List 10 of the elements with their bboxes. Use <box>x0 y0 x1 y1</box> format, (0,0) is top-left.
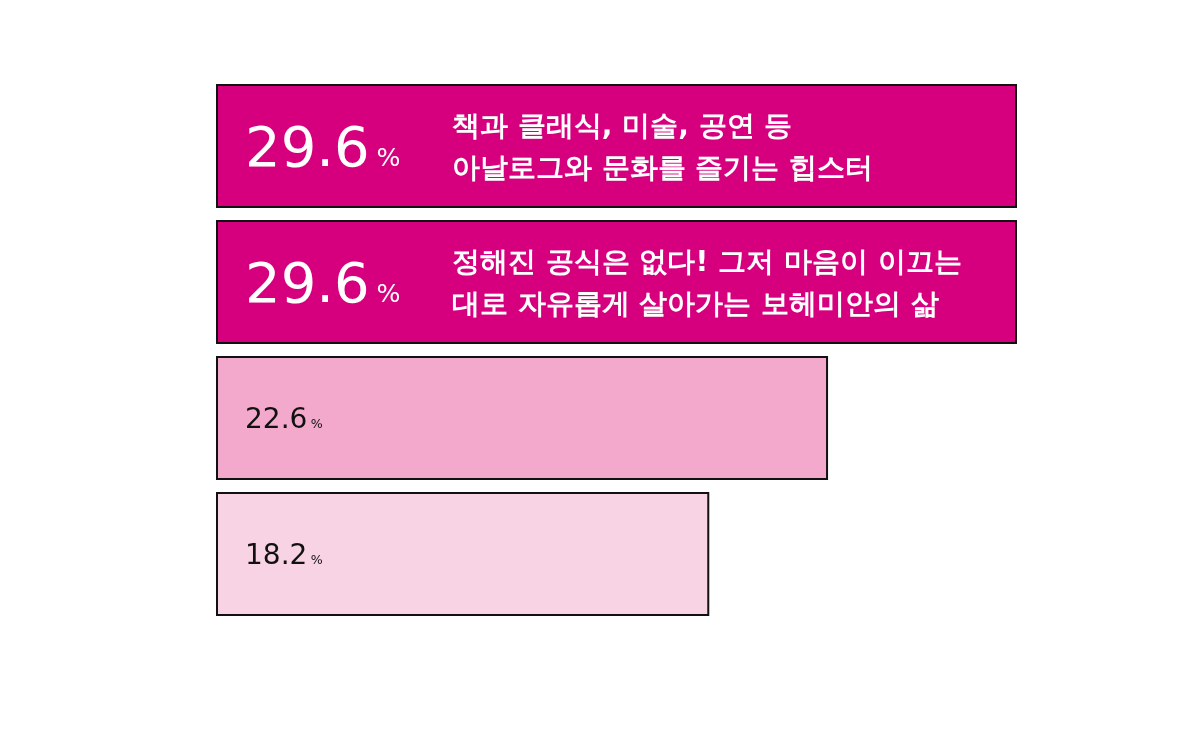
y-tick-label: 책과 클래식, 미술, 공연 등 아날로그와 문화를 즐기는 힙스터 <box>452 109 874 185</box>
bar: 18.2% <box>216 492 710 616</box>
bar: 29.6% 책과 클래식, 미술, 공연 등 아날로그와 문화를 즐기는 힙스터 <box>216 84 1017 208</box>
data-label: 22.6% <box>245 402 323 436</box>
data-label: 29.6% <box>245 250 401 316</box>
bar: 22.6% <box>216 356 829 480</box>
bar: 29.6% 정해진 공식은 없다! 그저 마음이 이끄는 대로 자유롭게 살아가는 보헤미안의 삶 <box>216 220 1017 344</box>
data-label: 29.6% <box>245 114 401 180</box>
y-tick-label: 정해진 공식은 없다! 그저 마음이 이끄는 대로 자유롭게 살아가는 보헤미안의 삶 <box>452 245 962 321</box>
data-label: 18.2% <box>245 538 323 572</box>
